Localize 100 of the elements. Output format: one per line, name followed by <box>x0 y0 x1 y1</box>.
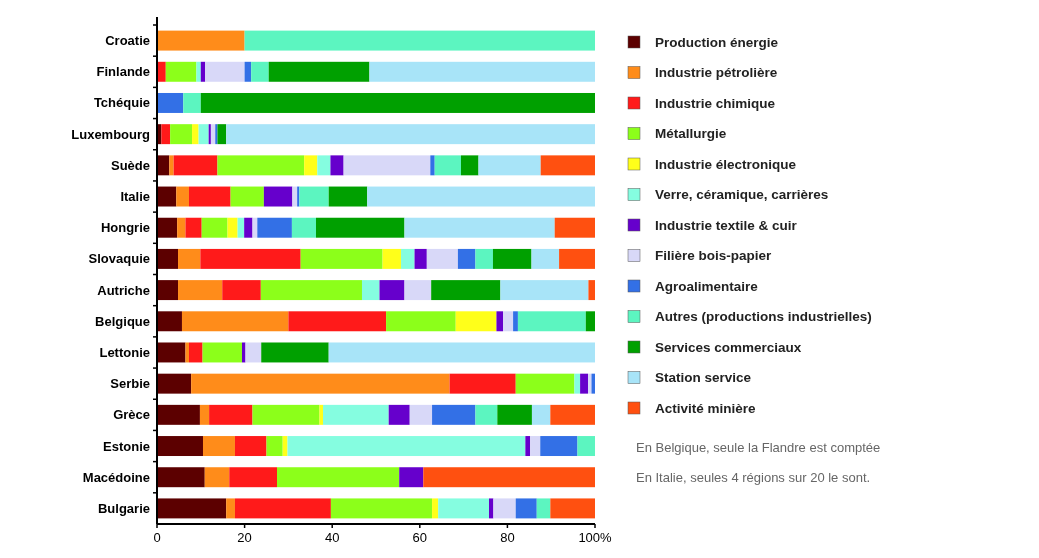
bar <box>343 155 431 176</box>
x-tick-label: 60 <box>412 530 428 545</box>
y-tick-label: Luxembourg <box>71 126 151 142</box>
bar <box>252 404 320 425</box>
bar <box>423 467 595 488</box>
bar <box>202 342 242 363</box>
bar <box>244 30 595 51</box>
legend-label: Verre, céramique, carrières <box>655 187 829 202</box>
bar <box>165 61 197 82</box>
bar <box>431 280 501 301</box>
bar <box>361 280 380 301</box>
bar <box>257 217 292 238</box>
bar <box>227 217 238 238</box>
bar <box>414 248 427 269</box>
bar <box>559 248 595 269</box>
legend-label: Agroalimentaire <box>655 278 759 294</box>
bar <box>226 124 595 145</box>
x-tick-label: 100% <box>578 530 613 545</box>
bar <box>157 436 203 457</box>
bar <box>245 342 262 363</box>
bar <box>188 186 231 207</box>
bar <box>319 404 323 425</box>
bar <box>404 280 432 301</box>
bar <box>244 217 253 238</box>
bar <box>185 217 202 238</box>
bar <box>460 155 479 176</box>
bar <box>230 186 264 207</box>
bar <box>157 498 227 519</box>
bar <box>554 217 595 238</box>
bar <box>263 186 293 207</box>
bar <box>244 61 252 82</box>
bar <box>157 155 170 176</box>
bar <box>515 373 575 394</box>
bar <box>517 311 586 332</box>
bar <box>161 124 171 145</box>
bar <box>531 404 551 425</box>
bar <box>328 186 368 207</box>
bar <box>496 311 504 332</box>
bar <box>234 498 331 519</box>
bar <box>426 248 458 269</box>
bar <box>204 467 230 488</box>
bar <box>198 124 209 145</box>
bar <box>177 217 186 238</box>
bar <box>550 404 595 425</box>
y-tick-label: Italie <box>120 189 150 205</box>
bar <box>157 30 245 51</box>
bar <box>530 436 541 457</box>
bar <box>157 186 177 207</box>
bar <box>540 155 595 176</box>
bar <box>404 217 555 238</box>
bar <box>226 498 235 519</box>
y-tick-label: Serbie <box>110 376 150 392</box>
bar <box>157 248 179 269</box>
legend-label: Industrie pétrolière <box>655 65 778 80</box>
bar <box>475 404 498 425</box>
y-tick-label: Lettonie <box>99 344 150 360</box>
bar <box>217 155 305 176</box>
bar <box>200 61 206 82</box>
bar <box>515 498 537 519</box>
bar <box>157 404 200 425</box>
bar <box>157 373 192 394</box>
bar <box>178 280 223 301</box>
bar <box>328 342 595 363</box>
legend-label: Autres (productions industrielles) <box>655 309 872 324</box>
bar <box>210 124 216 145</box>
bar <box>367 186 595 207</box>
bar <box>201 217 228 238</box>
bar <box>531 248 560 269</box>
bar <box>400 248 415 269</box>
bar <box>287 436 526 457</box>
bar <box>399 467 424 488</box>
bar <box>438 498 489 519</box>
x-tick-label: 20 <box>237 530 252 545</box>
legend-label: Industrie chimique <box>655 95 776 111</box>
bar <box>304 155 318 176</box>
bar <box>234 436 267 457</box>
bar <box>430 155 435 176</box>
bar <box>266 436 283 457</box>
bar <box>536 498 551 519</box>
bar <box>492 248 532 269</box>
bar <box>260 280 362 301</box>
bar <box>183 92 201 113</box>
y-tick-label: Grèce <box>113 407 150 423</box>
bar <box>157 61 166 82</box>
bar <box>388 404 410 425</box>
bar <box>455 311 497 332</box>
legend-label: Filière bois-papier <box>655 248 773 263</box>
bar <box>157 92 184 113</box>
bar <box>205 61 245 82</box>
bar <box>199 404 210 425</box>
bar <box>297 186 300 207</box>
bar <box>178 248 201 269</box>
x-tick-label: 80 <box>500 530 515 545</box>
bar <box>300 248 383 269</box>
bar <box>215 124 218 145</box>
bar <box>282 436 288 457</box>
legend-label: Activité minière <box>655 400 757 416</box>
bar <box>252 217 258 238</box>
y-tick-label: Suède <box>110 157 150 173</box>
bar <box>157 467 205 488</box>
